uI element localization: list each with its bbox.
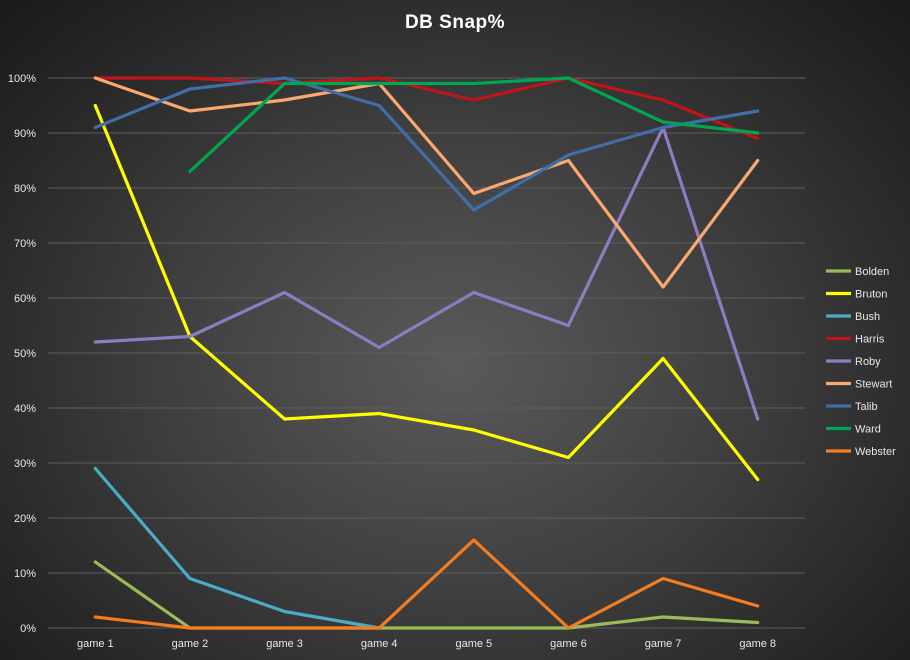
series-line-bruton bbox=[93, 103, 760, 482]
x-tick-label: game 8 bbox=[739, 638, 776, 650]
y-tick-label: 50% bbox=[14, 348, 36, 360]
legend-label-bruton: Bruton bbox=[855, 289, 887, 301]
y-tick-label: 60% bbox=[14, 293, 36, 305]
series-line-roby bbox=[93, 125, 760, 421]
y-tick-label: 100% bbox=[8, 73, 36, 85]
legend-label-stewart: Stewart bbox=[855, 379, 892, 391]
chart-title: DB Snap% bbox=[404, 12, 506, 33]
x-tick-label: game 2 bbox=[172, 638, 209, 650]
x-tick-label: game 3 bbox=[266, 638, 303, 650]
legend-label-ward: Ward bbox=[855, 424, 881, 436]
y-tick-label: 30% bbox=[14, 458, 36, 470]
legend-label-bush: Bush bbox=[855, 311, 880, 323]
series-line-harris bbox=[93, 76, 760, 141]
y-tick-label: 10% bbox=[14, 568, 36, 580]
x-tick-label: game 1 bbox=[77, 638, 114, 650]
x-tick-label: game 4 bbox=[361, 638, 398, 650]
legend-label-talib: Talib bbox=[855, 401, 878, 413]
series-line-bush bbox=[93, 466, 381, 630]
y-tick-label: 40% bbox=[14, 403, 36, 415]
series-line-talib bbox=[93, 76, 760, 212]
legend-label-bolden: Bolden bbox=[855, 266, 889, 278]
series-line-bolden bbox=[93, 560, 760, 630]
y-tick-label: 90% bbox=[14, 128, 36, 140]
y-tick-label: 70% bbox=[14, 238, 36, 250]
series-line-stewart bbox=[93, 76, 760, 289]
x-tick-label: game 5 bbox=[455, 638, 492, 650]
x-tick-label: game 6 bbox=[550, 638, 587, 650]
y-tick-label: 80% bbox=[14, 183, 36, 195]
y-tick-label: 20% bbox=[14, 513, 36, 525]
legend-label-webster: Webster bbox=[855, 446, 896, 458]
x-tick-label: game 7 bbox=[645, 638, 682, 650]
y-tick-label: 0% bbox=[20, 623, 36, 635]
series-line-ward bbox=[188, 76, 760, 174]
legend-label-roby: Roby bbox=[855, 356, 881, 368]
series-line-webster bbox=[93, 538, 760, 630]
legend-label-harris: Harris bbox=[855, 334, 885, 346]
